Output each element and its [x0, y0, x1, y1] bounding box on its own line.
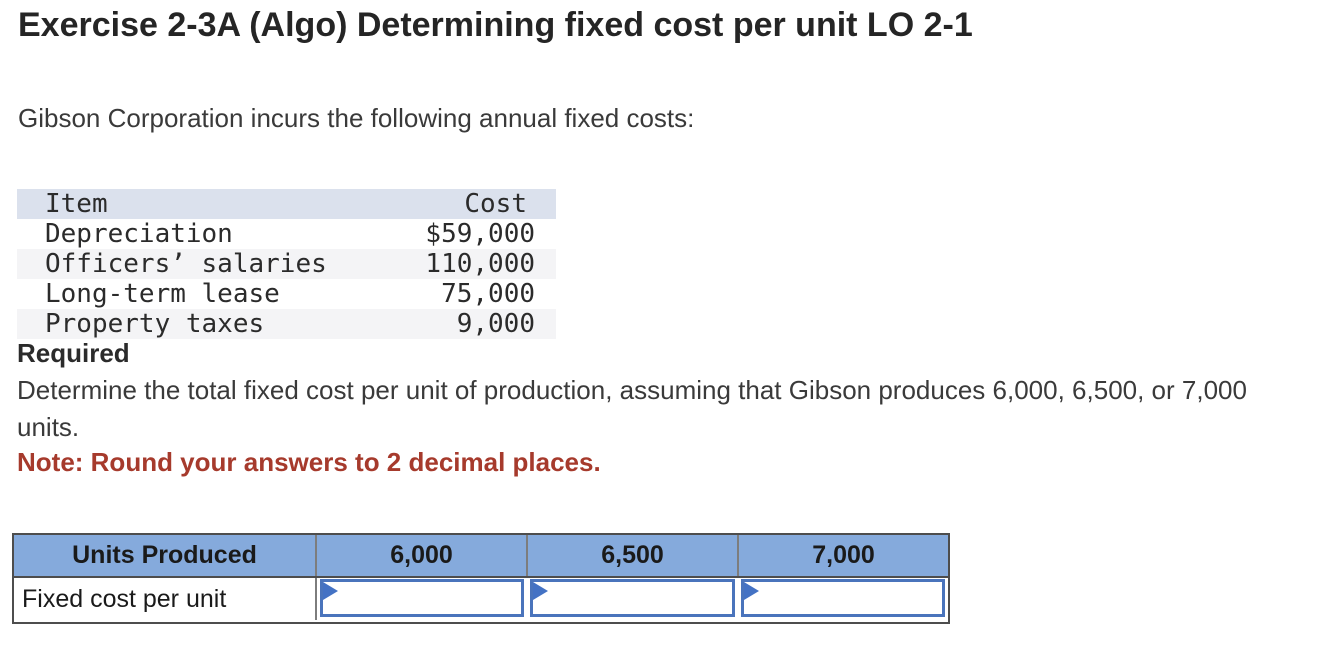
fixed-cost-input-7000[interactable] [743, 582, 942, 614]
cost-item-value: 75,000 [441, 279, 535, 309]
fixed-costs-table: Item Cost Depreciation $59,000 Officers’… [17, 189, 556, 339]
cost-row-property-taxes: Property taxes 9,000 [17, 309, 556, 339]
cost-item-value: $59,000 [425, 219, 535, 249]
answer-cell-6500 [527, 578, 737, 620]
cost-table-header-cost: Cost [464, 189, 527, 219]
answer-table-body-row: Fixed cost per unit [14, 578, 948, 620]
answer-input-box [740, 579, 945, 617]
header-units-produced: Units Produced [14, 535, 317, 576]
rounding-note: Note: Round your answers to 2 decimal pl… [17, 447, 601, 477]
instruction-text: Determine the total fixed cost per unit … [17, 375, 1247, 442]
answer-cell-6000 [317, 578, 527, 620]
answer-table-header-row: Units Produced 6,000 6,500 7,000 [14, 535, 948, 578]
cost-item-label: Officers’ salaries [45, 249, 327, 279]
cost-item-label: Depreciation [45, 219, 233, 249]
answer-input-box [320, 579, 525, 617]
cost-item-value: 110,000 [425, 249, 535, 279]
required-heading: Required [17, 338, 130, 368]
header-6500: 6,500 [528, 535, 739, 576]
cost-row-depreciation: Depreciation $59,000 [17, 219, 556, 249]
fixed-cost-input-6500[interactable] [533, 582, 732, 614]
fixed-cost-input-6000[interactable] [323, 582, 522, 614]
cost-table-header-item: Item [45, 189, 108, 219]
cost-row-long-term-lease: Long-term lease 75,000 [17, 279, 556, 309]
answer-table: Units Produced 6,000 6,500 7,000 Fixed c… [12, 533, 950, 624]
cost-item-value: 9,000 [456, 309, 535, 339]
row-label-fixed-cost-per-unit: Fixed cost per unit [14, 578, 317, 620]
page-title: Exercise 2-3A (Algo) Determining fixed c… [18, 6, 973, 44]
answer-cell-7000 [738, 578, 948, 620]
intro-text: Gibson Corporation incurs the following … [18, 103, 695, 133]
header-6000: 6,000 [317, 535, 528, 576]
answer-input-box [530, 579, 735, 617]
cost-item-label: Property taxes [45, 309, 265, 339]
header-7000: 7,000 [812, 541, 875, 569]
cost-row-officers-salaries: Officers’ salaries 110,000 [17, 249, 556, 279]
cost-item-label: Long-term lease [45, 279, 280, 309]
cost-table-header-row: Item Cost [17, 189, 556, 219]
